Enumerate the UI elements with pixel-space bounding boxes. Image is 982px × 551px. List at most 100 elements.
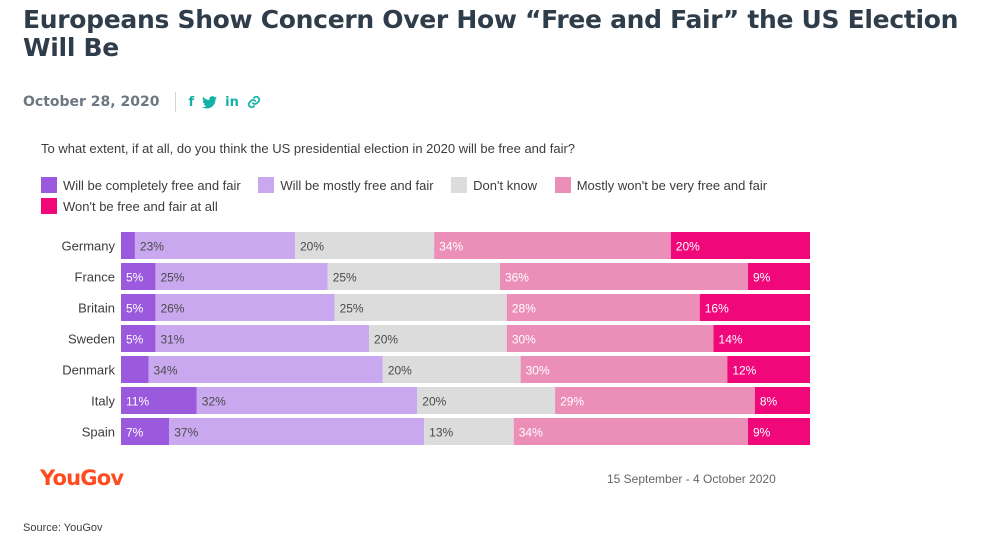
bar-segment [747,263,810,290]
data-label: 29% [560,395,584,409]
bar-segment [520,356,728,383]
data-label: 25% [340,302,364,316]
meta-divider [175,92,177,112]
article-date: October 28, 2020 [23,94,160,110]
category-label: Spain [82,425,115,440]
data-label: 34% [519,426,543,440]
fieldwork-dates: 15 September - 4 October 2020 [607,472,776,486]
legend-swatch [258,177,275,193]
bar-segment [699,294,810,321]
bar-segment [121,325,156,352]
bar-segment [121,418,170,445]
article-meta: October 28, 2020 f in [23,92,261,112]
bar-segment [754,387,810,414]
link-icon[interactable] [247,95,261,109]
data-label: 8% [760,395,778,409]
data-label: 11% [126,395,149,409]
data-label: 13% [429,426,453,440]
bar-segment [369,325,507,352]
data-label: 30% [512,333,536,347]
category-label: Germany [62,239,116,254]
category-label: Britain [78,301,115,316]
bar-segment [134,232,295,259]
data-label: 26% [160,302,184,316]
legend-item: Will be completely free and fair [41,175,241,196]
bar-segment [499,263,748,290]
data-label: 9% [753,426,771,440]
bar-segment [382,356,521,383]
legend-item: Won't be free and fair at all [41,196,218,217]
data-label: 12% [732,364,756,378]
legend-swatch [41,198,57,214]
article-title: Europeans Show Concern Over How “Free an… [23,5,959,62]
data-label: 25% [160,271,184,285]
data-label: 34% [439,240,463,254]
data-label: 28% [512,302,536,316]
bar-segment [506,294,700,321]
legend-item: Don't know [451,175,537,196]
data-label: 20% [300,240,324,254]
data-label: 23% [140,240,164,254]
legend-item: Will be mostly free and fair [258,175,434,196]
bar-segment [169,418,425,445]
data-label: 5% [126,302,144,316]
legend-label: Will be mostly free and fair [280,178,434,193]
bar-segment [555,387,755,414]
legend-label: Mostly won't be very free and fair [576,178,768,193]
bar-segment [327,263,500,290]
category-label: Italy [91,394,115,409]
data-label: 37% [174,426,198,440]
bar-segment [713,325,810,352]
data-label: 32% [202,395,226,409]
bar-segment [121,387,197,414]
bar-segment [121,294,156,321]
bar-segment [417,387,556,414]
data-label: 7% [126,426,144,440]
legend-swatch [554,177,571,193]
data-label: 20% [374,333,398,347]
category-label: France [75,270,115,285]
legend-label: Don't know [473,178,538,193]
data-label: 20% [388,364,412,378]
data-label: 34% [154,364,178,378]
share-bar: f in [188,95,260,110]
legend-swatch [451,177,468,193]
data-label: 14% [719,333,743,347]
bar-segment [155,325,370,352]
data-label: 30% [526,364,550,378]
chart-legend: Will be completely free and fair Will be… [41,175,841,217]
bar-segment [121,232,135,259]
yougov-logo: YouGov [40,466,124,490]
bar-segment [670,232,810,259]
bar-segment [121,263,156,290]
bar-segment [148,356,383,383]
bar-segment [155,294,335,321]
bar-segment [334,294,507,321]
twitter-icon[interactable] [202,95,218,109]
data-label: 31% [160,333,184,347]
data-label: 9% [753,271,771,285]
chart-title: To what extent, if at all, do you think … [41,141,576,156]
data-label: 5% [126,333,144,347]
facebook-icon[interactable]: f [188,94,195,110]
bar-segment [424,418,514,445]
bar-segment [513,418,748,445]
data-label: 20% [676,240,700,254]
bar-segment [727,356,810,383]
bar-segment [747,418,810,445]
data-label: 16% [705,302,729,316]
data-label: 25% [333,271,357,285]
category-label: Denmark [62,363,115,378]
bar-segment [196,387,418,414]
linkedin-icon[interactable]: in [225,94,239,110]
data-label: 5% [126,271,144,285]
source-note: Source: YouGov [23,522,103,534]
legend-item: Mostly won't be very free and fair [554,175,768,196]
category-label: Sweden [68,332,115,347]
bar-segment [434,232,671,259]
data-label: 36% [505,271,529,285]
data-label: 20% [422,395,446,409]
bar-segment [121,356,149,383]
bar-segment [155,263,328,290]
